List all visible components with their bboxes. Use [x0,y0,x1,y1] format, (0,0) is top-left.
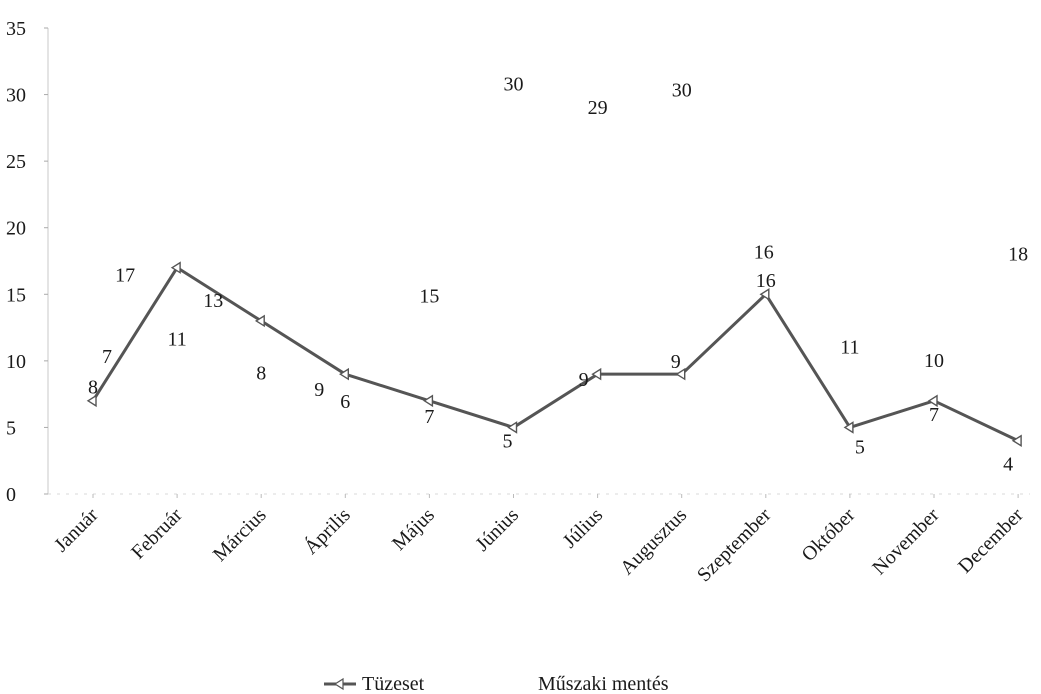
data-point-marker [759,288,770,301]
x-tick-label: Augusztus [616,504,691,579]
legend-label-muszaki: Műszaki mentés [538,673,669,694]
data-point-marker [843,421,854,434]
data-label-muszaki: 11 [167,329,186,351]
data-label-tuzeset: 9 [671,351,681,373]
data-point-marker [86,394,97,408]
x-tick-label: Január [50,504,103,557]
y-tick-label: 0 [6,484,16,506]
data-point-marker [338,367,349,381]
legend: Tüzeset Műszaki mentés [324,673,669,694]
data-label-tuzeset: 7 [102,346,112,368]
data-point-marker [591,367,602,381]
data-label-muszaki: 10 [924,350,944,372]
series-layer [86,261,1022,448]
x-tick-label: Március [209,504,271,566]
data-label-tuzeset: 5 [503,430,513,452]
data-label-muszaki: 11 [840,337,859,359]
data-label-tuzeset: 5 [855,436,865,458]
data-label-tuzeset: 9 [579,369,589,391]
data-label-tuzeset: 9 [314,379,324,401]
data-label-muszaki: 16 [756,270,776,292]
data-point-marker [507,421,518,434]
data-point-marker [170,261,181,274]
data-label-tuzeset: 16 [754,241,774,263]
x-tick-label: December [954,504,1028,578]
y-tick-label: 10 [6,351,26,373]
x-tick-label: Október [798,504,860,566]
x-tick-label: Február [127,504,187,564]
y-tick-label: 20 [6,218,26,240]
data-label-muszaki: 29 [588,97,608,119]
data-label-tuzeset: 7 [424,406,434,428]
data-label-tuzeset: 17 [115,265,135,287]
legend-marker-tuzeset [333,677,344,691]
y-tick-label: 25 [6,151,26,173]
x-tick-label: Május [388,504,439,555]
x-tick-label: Június [471,504,523,556]
data-label-muszaki: 15 [419,285,439,307]
data-label-muszaki: 30 [504,74,524,96]
data-label-muszaki: 30 [672,80,692,102]
data-label-muszaki: 8 [88,376,98,398]
x-tick-label: Szeptember [693,504,776,587]
data-point-marker [1011,434,1022,448]
data-labels: 7 17 13 9 7 5 9 9 16 5 7 4 8 11 8 6 15 30 29 30 16 11 10 18 [88,74,1028,476]
series-line-tuzeset [91,266,1019,443]
y-tick-label: 15 [6,284,26,306]
data-label-muszaki: 6 [340,391,350,413]
y-tick-label: 5 [6,417,16,439]
y-axis: 0 5 10 15 20 25 30 35 [6,18,49,506]
data-label-tuzeset: 13 [203,290,223,312]
data-label-tuzeset: 4 [1003,454,1013,476]
y-tick-label: 35 [6,18,26,40]
x-tick-label: Április [299,503,355,559]
legend-label-tuzeset: Tüzeset [362,673,425,694]
x-tick-label: Július [559,504,608,553]
data-point-marker [927,394,938,408]
data-label-tuzeset: 7 [929,404,939,426]
data-point-marker [675,367,686,381]
x-tick-label: November [868,504,943,579]
data-point-marker [423,394,434,408]
data-point-marker [254,314,265,328]
y-tick-label: 30 [6,85,26,107]
x-axis: Január Február Március Április Május Június Jú… [48,493,1030,587]
data-label-muszaki: 18 [1008,243,1028,265]
data-label-muszaki: 8 [256,362,266,384]
